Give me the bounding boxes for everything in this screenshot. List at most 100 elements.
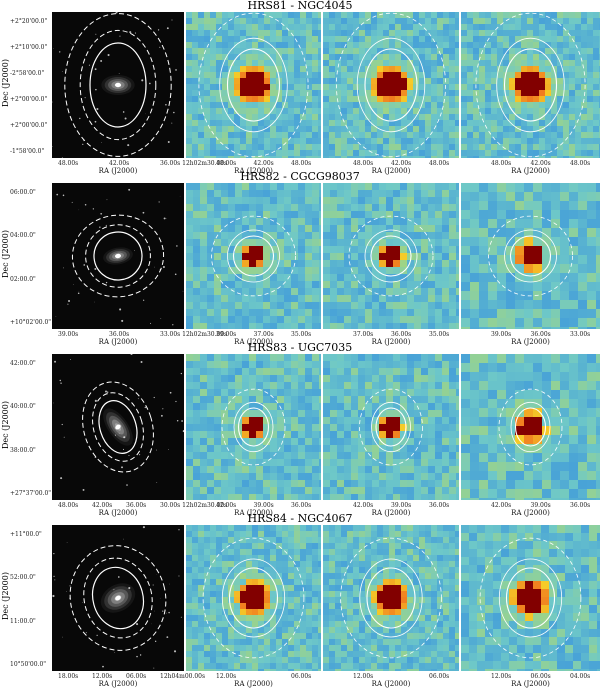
map-pixel: [578, 219, 587, 228]
map-pixel: [539, 18, 545, 24]
map-pixel: [344, 288, 351, 295]
map-pixel: [284, 487, 291, 494]
map-pixel: [359, 42, 365, 48]
map-pixel: [442, 253, 449, 260]
map-pixel: [318, 60, 321, 66]
map-pixel: [186, 246, 193, 253]
map-pixel: [264, 72, 270, 78]
map-pixel: [596, 192, 600, 201]
map-pixel: [428, 487, 435, 494]
map-pixel: [383, 108, 389, 114]
map-pixel: [587, 138, 593, 144]
map-pixel: [539, 108, 545, 114]
map-pixel: [395, 537, 401, 543]
map-pixel: [400, 253, 407, 260]
background-star: [60, 382, 61, 383]
map-pixel: [524, 264, 533, 273]
map-pixel: [312, 30, 318, 36]
map-pixel: [488, 219, 497, 228]
map-pixel: [569, 471, 578, 480]
map-pixel: [407, 225, 414, 232]
map-pixel: [393, 246, 400, 253]
map-pixel: [249, 274, 256, 281]
map-pixel: [443, 120, 449, 126]
map-pixel: [249, 260, 256, 267]
map-pixel: [503, 18, 509, 24]
map-pixel: [282, 36, 288, 42]
map-pixel: [207, 204, 214, 211]
map-pixel: [305, 494, 312, 500]
map-pixel: [305, 466, 312, 473]
map-pixel: [300, 24, 306, 30]
map-pixel: [193, 361, 200, 368]
map-pixel: [557, 18, 563, 24]
map-pixel: [393, 375, 400, 382]
map-pixel: [300, 549, 306, 555]
map-pixel: [277, 211, 284, 218]
map-pixel: [419, 120, 425, 126]
map-pixel: [578, 264, 587, 273]
map-pixel: [509, 48, 515, 54]
map-pixel: [539, 24, 545, 30]
map-pixel: [485, 138, 491, 144]
map-pixel: [485, 78, 491, 84]
map-pixel: [497, 426, 506, 435]
map-pixel: [497, 48, 503, 54]
map-pixel: [407, 42, 413, 48]
map-pixel: [258, 72, 264, 78]
map-pixel: [249, 368, 256, 375]
map-pixel: [389, 90, 395, 96]
map-pixel: [515, 354, 524, 363]
map-pixel: [291, 316, 298, 323]
map-pixel: [312, 354, 319, 361]
map-pixel: [341, 84, 347, 90]
map-pixel: [319, 382, 321, 389]
map-pixel: [312, 645, 318, 651]
map-pixel: [435, 438, 442, 445]
background-star: [106, 282, 107, 283]
map-pixel: [305, 459, 312, 466]
map-pixel: [270, 480, 277, 487]
map-pixel: [413, 138, 419, 144]
map-pixel: [330, 316, 337, 323]
map-pixel: [358, 295, 365, 302]
map-pixel: [557, 84, 563, 90]
map-pixel: [587, 36, 593, 42]
map-pixel: [515, 453, 524, 462]
map-pixel: [186, 66, 192, 72]
map-pixel: [305, 232, 312, 239]
map-pixel: [401, 90, 407, 96]
map-pixel: [389, 549, 395, 555]
map-pixel: [407, 204, 414, 211]
map-pixel: [264, 96, 270, 102]
map-pixel: [365, 126, 371, 132]
map-pixel: [312, 102, 318, 108]
map-pixel: [264, 555, 270, 561]
map-pixel: [258, 531, 264, 537]
map-pixel: [509, 78, 515, 84]
ra-tick-label: 42.00s: [491, 502, 511, 509]
map-pixel: [228, 445, 235, 452]
map-pixel: [249, 225, 256, 232]
map-pixel: [491, 120, 497, 126]
map-pixel: [569, 444, 578, 453]
map-pixel: [221, 190, 228, 197]
map-pixel: [461, 54, 467, 60]
map-pixel: [216, 651, 222, 657]
map-pixel: [414, 375, 421, 382]
map-pixel: [563, 12, 569, 18]
map-pixel: [395, 66, 401, 72]
map-pixel: [569, 42, 575, 48]
map-pixel: [214, 361, 221, 368]
map-pixel: [256, 260, 263, 267]
background-star: [143, 300, 144, 301]
map-pixel: [204, 543, 210, 549]
ra-tick-label: 48.00s: [570, 160, 590, 167]
map-pixel: [506, 381, 515, 390]
map-pixel: [515, 138, 521, 144]
map-pixel: [263, 445, 270, 452]
map-pixel: [533, 417, 542, 426]
map-pixel: [395, 138, 401, 144]
map-pixel: [294, 633, 300, 639]
map-pixel: [485, 48, 491, 54]
